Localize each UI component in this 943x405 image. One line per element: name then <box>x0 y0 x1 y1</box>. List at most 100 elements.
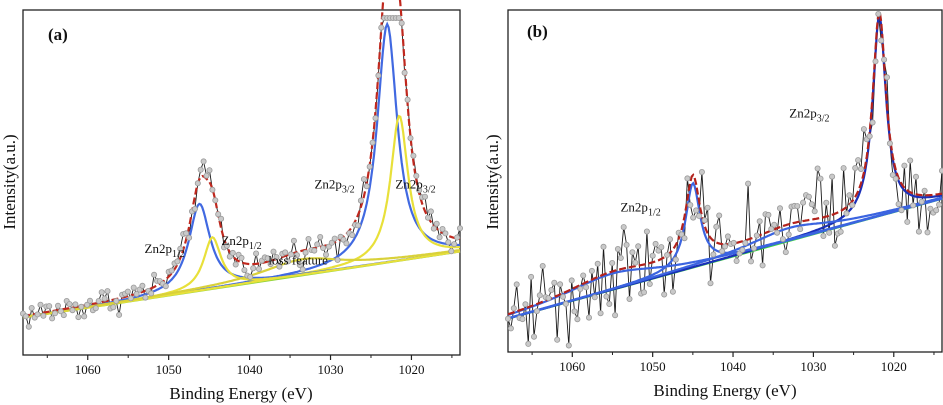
data-point <box>724 233 731 240</box>
data-point <box>745 180 752 187</box>
data-point <box>311 247 318 254</box>
panel-a-frame <box>22 9 461 356</box>
data-point <box>710 251 717 258</box>
data-point <box>539 262 546 269</box>
panel-a-plot-area <box>19 0 463 330</box>
data-point <box>510 305 517 312</box>
data-point <box>560 293 567 300</box>
data-point <box>203 172 210 179</box>
data-point <box>229 249 236 256</box>
x-tick-label: 1060 <box>75 362 101 377</box>
data-point <box>904 218 911 225</box>
data-point <box>759 262 766 269</box>
data-point <box>933 207 940 214</box>
data-point <box>661 291 668 298</box>
data-point <box>895 201 902 208</box>
data-point <box>28 304 35 311</box>
data-point <box>454 234 461 241</box>
data-point <box>687 201 694 208</box>
x-tick-label: 1020 <box>881 359 907 374</box>
data-point <box>915 228 922 235</box>
data-point <box>548 286 555 293</box>
data-point <box>241 267 248 274</box>
data-point <box>375 72 382 79</box>
data-point <box>299 266 306 273</box>
panel-a-annotations: Zn2p3/2 Zn2p3/2 Zn2p1/2 Zn2p1/2 loss feature <box>145 177 436 268</box>
data-point <box>652 240 659 247</box>
data-point <box>116 311 123 318</box>
peak-curve-2 <box>22 114 460 319</box>
data-point <box>223 242 230 249</box>
data-point <box>60 312 67 319</box>
panel-b-x-axis: 1060 1050 1040 1030 1020 <box>531 352 935 374</box>
panel-a-y-axis-title: Intensity(a.u.) <box>0 134 19 229</box>
data-point <box>360 176 367 183</box>
data-point <box>646 280 653 287</box>
data-point <box>206 167 213 174</box>
data-point <box>372 115 379 122</box>
data-point <box>343 240 350 247</box>
data-point <box>748 258 755 265</box>
data-point <box>395 14 402 21</box>
data-point <box>104 288 111 295</box>
data-point <box>907 157 914 164</box>
data-point <box>797 226 804 233</box>
data-point <box>612 312 619 319</box>
data-point <box>658 244 665 251</box>
x-tick-label: 1020 <box>398 362 424 377</box>
data-point <box>331 235 338 242</box>
data-point <box>843 210 850 217</box>
data-point <box>218 215 225 222</box>
x-tick-label: 1050 <box>640 359 666 374</box>
x-tick-label: 1030 <box>800 359 826 374</box>
data-point <box>404 96 411 103</box>
data-point <box>255 265 262 272</box>
data-point <box>557 281 564 288</box>
data-point <box>782 249 789 256</box>
data-point <box>704 204 711 211</box>
data-point <box>320 244 327 251</box>
data-point <box>110 304 117 311</box>
data-point <box>436 234 443 241</box>
data-point <box>209 186 216 193</box>
data-point <box>533 308 540 315</box>
data-point <box>25 323 32 330</box>
data-point <box>785 231 792 238</box>
data-point <box>507 325 514 332</box>
data-point <box>421 193 428 200</box>
data-point <box>413 172 420 179</box>
peak-annotation: Zn2p1/2 <box>221 233 261 252</box>
panel-b-x-axis-title: Binding Energy (eV) <box>653 381 796 400</box>
data-point <box>667 236 674 243</box>
data-point <box>407 135 414 142</box>
panel-a-x-axis-title: Binding Energy (eV) <box>169 384 312 403</box>
data-point <box>875 10 882 17</box>
data-point <box>194 180 201 187</box>
data-point <box>606 300 613 307</box>
data-point <box>433 220 440 227</box>
data-point <box>623 241 630 248</box>
data-point <box>427 208 434 215</box>
data-point <box>698 168 705 175</box>
data-point <box>238 254 245 261</box>
data-point <box>583 284 590 291</box>
x-tick-label: 1040 <box>237 362 263 377</box>
data-point <box>314 241 321 248</box>
data-point <box>696 212 703 219</box>
data-point <box>55 302 62 309</box>
data-point <box>98 289 105 296</box>
data-point <box>565 342 572 349</box>
data-point <box>716 212 723 219</box>
data-point <box>168 267 175 274</box>
data-point <box>142 294 149 301</box>
data-point <box>95 297 102 304</box>
data-point <box>574 316 581 323</box>
data-point <box>765 211 772 218</box>
data-point <box>739 246 746 253</box>
panel-a: 1060 1050 1040 1030 1020 Zn2p3/2 Zn2p3/2 Zn2p1… <box>0 0 463 403</box>
data-point <box>591 294 598 301</box>
data-point <box>72 301 79 308</box>
data-point <box>884 74 891 81</box>
data-point <box>690 214 697 221</box>
